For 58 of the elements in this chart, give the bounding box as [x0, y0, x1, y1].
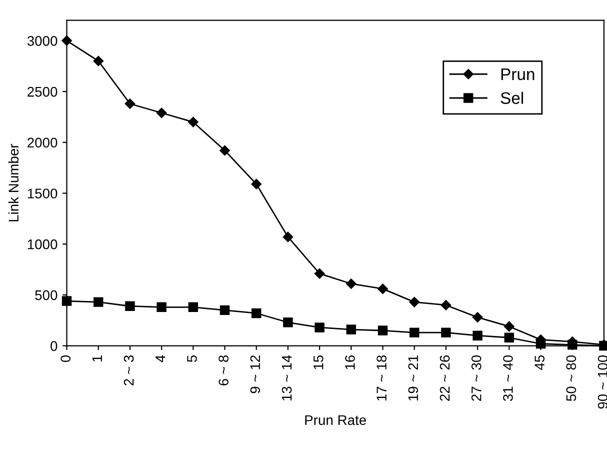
x-tick-label: 5 — [187, 355, 197, 362]
y-tick-label: 1500 — [28, 188, 58, 198]
legend-label: Prun — [501, 68, 534, 80]
point — [441, 328, 451, 338]
point — [62, 36, 72, 46]
point — [378, 326, 388, 336]
x-tick-label: 9 ~ 12 — [250, 356, 260, 394]
point — [504, 321, 514, 332]
x-tick-label: 50 ~ 80 — [566, 355, 576, 401]
point — [252, 308, 262, 318]
point — [124, 98, 136, 109]
y-tick-label: 2500 — [28, 86, 58, 97]
point — [125, 301, 135, 311]
point — [409, 296, 420, 308]
point — [504, 332, 514, 343]
point — [94, 297, 104, 307]
y-tick-label: 0 — [50, 341, 58, 351]
point — [188, 116, 198, 128]
x-tick-label: 15 — [314, 355, 324, 370]
x-tick-label: 22 ~ 26 — [440, 355, 450, 401]
y-tick-label: 500 — [35, 290, 58, 300]
x-tick-label: 19 ~ 21 — [408, 355, 418, 400]
point — [156, 302, 166, 312]
point — [220, 145, 230, 156]
x-tick-label: 2 ~ 3 — [124, 355, 134, 386]
y-tick-label: 1000 — [28, 239, 58, 250]
point — [472, 330, 482, 340]
point — [220, 305, 230, 316]
point — [472, 312, 483, 322]
point — [314, 322, 324, 332]
point — [346, 278, 356, 289]
x-tick-label: 4 — [156, 355, 166, 362]
x-axis-title: Prun Rate — [305, 415, 366, 426]
y-tick-label: 2000 — [28, 138, 58, 148]
x-tick-label: 27 ~ 30 — [471, 355, 482, 401]
legend-label: Sel — [500, 92, 524, 104]
point — [251, 178, 262, 190]
x-tick-label: 45 — [534, 355, 544, 370]
point — [346, 324, 356, 334]
x-tick-label: 31 ~ 40 — [503, 355, 513, 401]
point — [314, 268, 325, 279]
point — [282, 232, 294, 242]
point — [156, 108, 167, 118]
point — [283, 318, 293, 328]
x-tick-label: 1 — [92, 355, 102, 362]
point — [378, 284, 388, 294]
point — [410, 328, 420, 338]
x-tick-label: 16 — [345, 355, 355, 370]
x-tick-label: 6 ~ 8 — [218, 355, 228, 386]
x-tick-label: 17 ~ 18 — [376, 355, 386, 400]
x-tick-label: 13 ~ 14 — [282, 355, 292, 400]
y-tick-label: 3000 — [27, 36, 58, 46]
x-tick-label: 0 — [60, 355, 70, 362]
point — [440, 300, 452, 310]
y-axis-title: Link Number — [8, 144, 19, 222]
point — [93, 56, 104, 66]
point — [62, 296, 72, 306]
point — [188, 302, 198, 312]
